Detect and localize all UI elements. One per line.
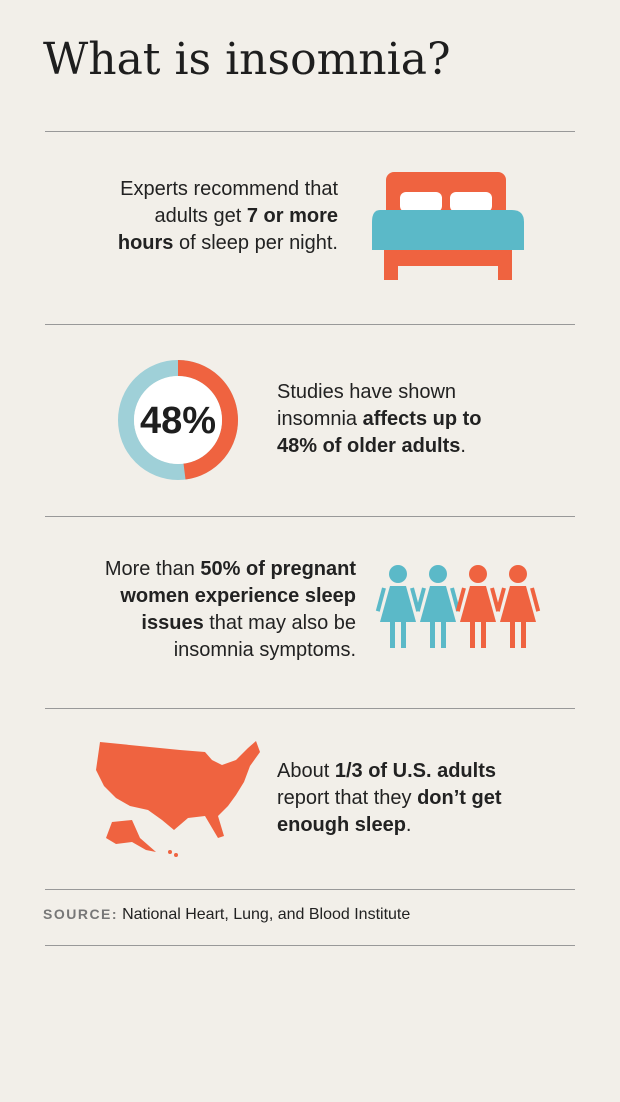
text-line: issues that may also be [105, 610, 356, 637]
bold-text: women experience sleep [120, 585, 356, 607]
bold-text: enough sleep [277, 814, 406, 836]
text-block: Experts recommend that adults get 7 or mo… [118, 176, 338, 257]
source-text: National Heart, Lung, and Blood Institut… [122, 906, 411, 923]
text-line: More than 50% of pregnant [105, 556, 356, 583]
bold-text: issues [141, 612, 204, 634]
text-block: About 1/3 of U.S. adults report that they… [277, 758, 502, 839]
text-block: Studies have shown insomnia affects up to… [277, 379, 482, 460]
bold-text: affects up to [362, 408, 482, 430]
text-line: hours of sleep per night. [118, 230, 338, 257]
text-line: Experts recommend that [118, 176, 338, 203]
text: insomnia [277, 408, 363, 430]
text: insomnia symptoms. [173, 639, 356, 661]
us-map [96, 741, 260, 857]
bold-text: 1/3 of U.S. adults [334, 760, 496, 782]
text: About [277, 760, 335, 782]
text-line: insomnia symptoms. [105, 637, 356, 664]
bold-text: don’t get [417, 787, 502, 809]
divider [45, 516, 575, 517]
text: . [460, 435, 466, 457]
donut-label: 48% [140, 400, 216, 442]
text: of sleep per night. [173, 232, 338, 254]
text-line: women experience sleep [105, 583, 356, 610]
text-line: Studies have shown [277, 379, 482, 406]
bold-text: hours [117, 232, 174, 254]
text-line: About 1/3 of U.S. adults [277, 758, 502, 785]
text: adults get [154, 205, 247, 227]
divider [45, 945, 575, 946]
divider [45, 324, 575, 325]
bold-text: 50% of pregnant [200, 558, 356, 580]
donut-chart: 48% [118, 360, 238, 480]
text-block: More than 50% of pregnant women experienc… [105, 556, 356, 664]
text: that may also be [203, 612, 356, 634]
divider [45, 889, 575, 890]
bold-text: 48% of older adults [277, 435, 461, 457]
text: More than [104, 558, 201, 580]
bed-icon [372, 172, 524, 280]
title: What is insomnia? [43, 34, 451, 85]
text-line: insomnia affects up to [277, 406, 482, 433]
source-label: SOURCE: [43, 906, 119, 922]
donut-segment [177, 360, 238, 480]
women-icons [375, 565, 541, 648]
text-line: adults get 7 or more [118, 203, 338, 230]
bold-text: 7 or more [246, 205, 338, 227]
donut-hole [134, 376, 222, 464]
divider [45, 131, 575, 132]
divider [45, 708, 575, 709]
text-line: 48% of older adults. [277, 433, 482, 460]
source: SOURCE: National Heart, Lung, and Blood I… [43, 906, 410, 924]
text-line: report that they don’t get [277, 785, 502, 812]
text-line: enough sleep. [277, 812, 502, 839]
text: Studies have shown [277, 381, 457, 403]
text: . [405, 814, 412, 836]
text: report that they [277, 787, 418, 809]
text: Experts recommend that [120, 178, 338, 200]
